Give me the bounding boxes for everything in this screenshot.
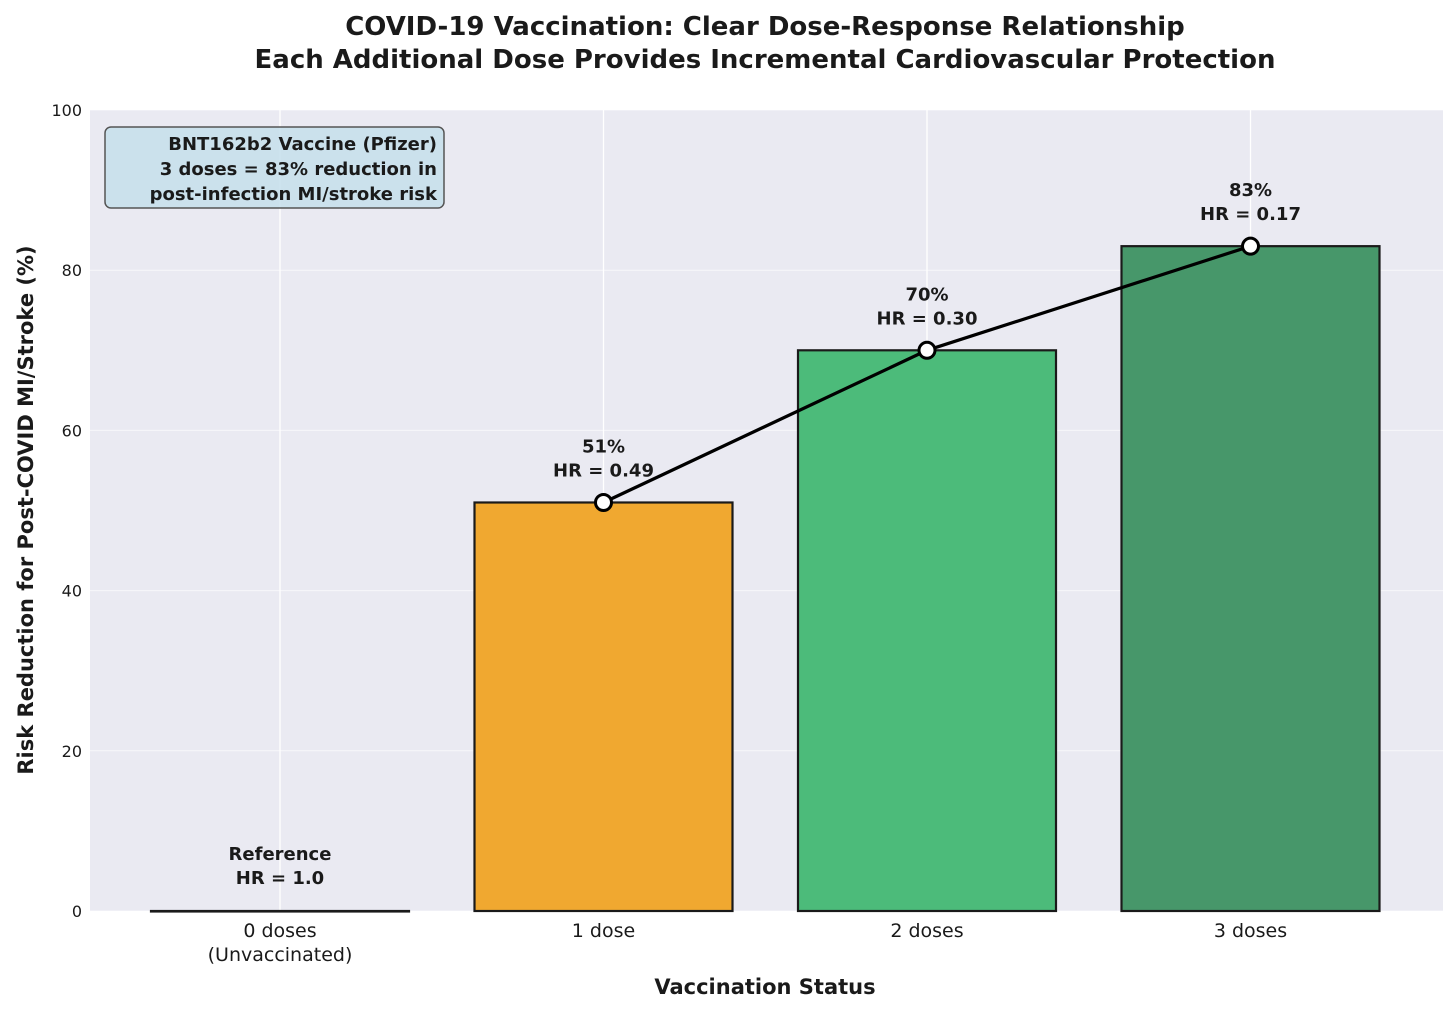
x-tick-label: 0 doses bbox=[243, 920, 316, 942]
y-tick-label: 20 bbox=[62, 742, 82, 761]
trend-point bbox=[594, 492, 613, 512]
annotation-line-3: post-infection MI/stroke risk bbox=[150, 184, 438, 205]
bar bbox=[473, 501, 734, 913]
annotation-line-1: BNT162b2 Vaccine (Pfizer) bbox=[168, 134, 437, 155]
chart-title-line-1: COVID-19 Vaccination: Clear Dose-Respons… bbox=[345, 12, 1185, 42]
trend-point bbox=[1241, 236, 1260, 256]
y-tick-label: 0 bbox=[72, 902, 82, 921]
chart-title-line-2: Each Additional Dose Provides Incrementa… bbox=[255, 45, 1276, 75]
y-axis-label: Risk Reduction for Post-COVID MI/Stroke … bbox=[14, 245, 38, 774]
annotation-line-2: 3 doses = 83% reduction in bbox=[160, 159, 437, 180]
bar-value-label: 51% bbox=[582, 436, 625, 457]
bar-value-label: 83% bbox=[1229, 180, 1272, 201]
annotation-box: BNT162b2 Vaccine (Pfizer) 3 doses = 83% … bbox=[104, 126, 445, 209]
x-tick-label: 3 doses bbox=[1214, 920, 1287, 942]
trend-point bbox=[917, 340, 937, 360]
x-tick-label: 2 doses bbox=[890, 920, 963, 942]
bar bbox=[1120, 245, 1381, 913]
bar-value-label: HR = 0.49 bbox=[553, 460, 654, 481]
y-tick-label: 40 bbox=[62, 582, 82, 601]
bar-value-label: HR = 0.30 bbox=[877, 308, 978, 329]
bar-value-label: HR = 1.0 bbox=[236, 868, 324, 889]
bar-value-label: 70% bbox=[905, 284, 948, 305]
bar bbox=[149, 909, 411, 913]
x-tick-label: (Unvaccinated) bbox=[208, 944, 353, 966]
y-tick-label: 100 bbox=[51, 101, 82, 120]
x-axis-label: Vaccination Status bbox=[654, 975, 875, 999]
bar-value-label: HR = 0.17 bbox=[1200, 204, 1301, 225]
bar bbox=[796, 349, 1058, 913]
bar-value-label: Reference bbox=[229, 844, 332, 865]
y-tick-label: 60 bbox=[62, 421, 82, 440]
y-tick-label: 80 bbox=[62, 261, 82, 280]
x-tick-label: 1 dose bbox=[572, 920, 635, 942]
